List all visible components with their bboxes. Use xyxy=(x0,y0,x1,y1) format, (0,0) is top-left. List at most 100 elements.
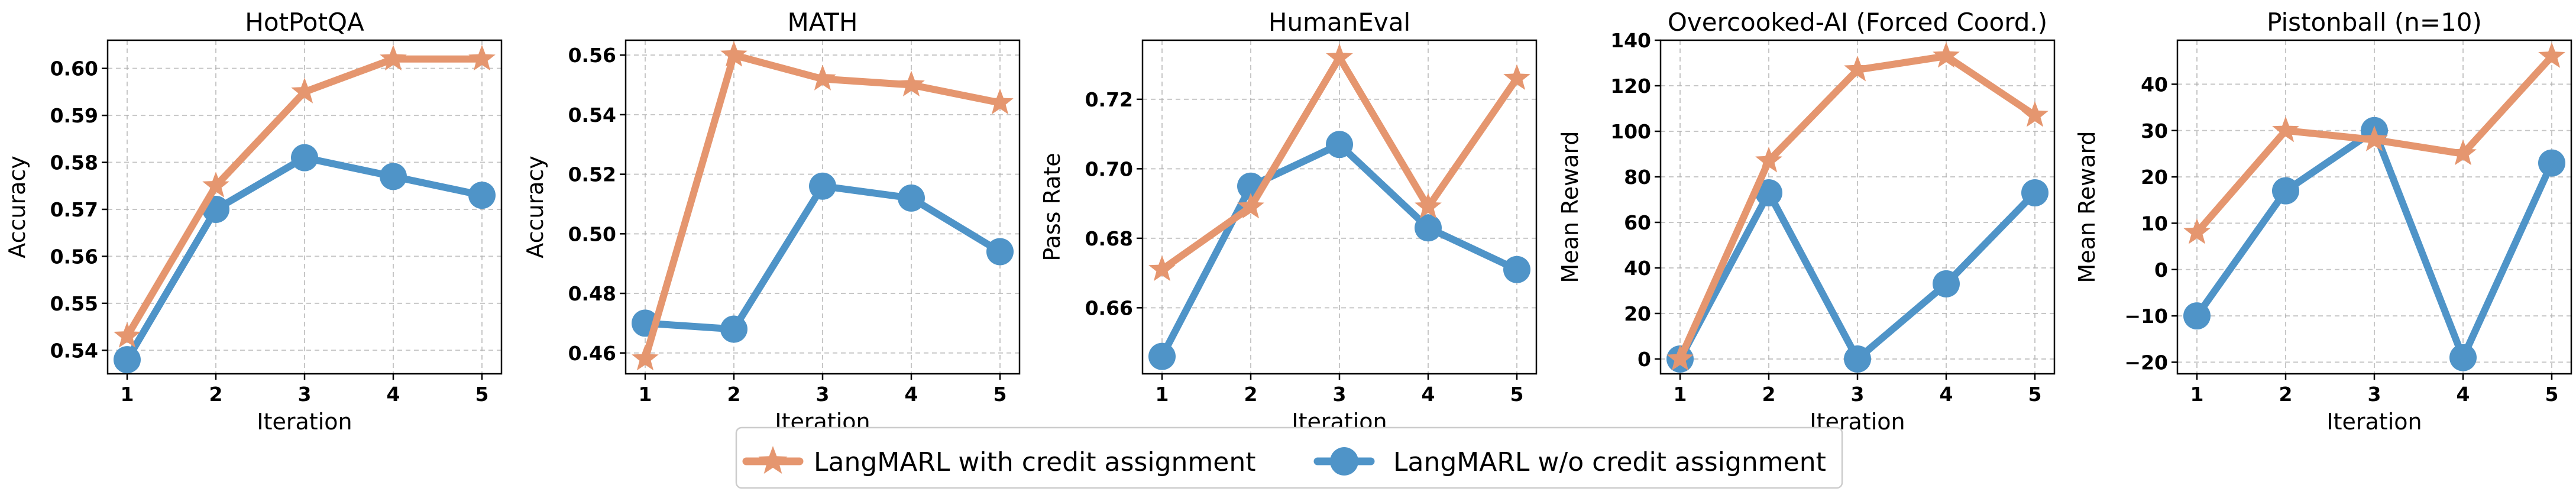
x-tick-label: 4 xyxy=(905,383,918,406)
chart-title: Pistonball (n=10) xyxy=(2267,8,2482,37)
data-point-star xyxy=(809,64,836,90)
data-point-star xyxy=(2538,42,2565,68)
y-axis-label: Accuracy xyxy=(4,156,30,258)
y-tick-label: 0.50 xyxy=(568,222,616,245)
data-point-star xyxy=(468,44,496,71)
data-point-star xyxy=(1844,56,1871,82)
y-tick-label: 30 xyxy=(2141,119,2168,143)
data-point-star xyxy=(2183,218,2211,244)
legend-circle-marker xyxy=(1330,447,1358,476)
y-tick-label: 0.60 xyxy=(50,57,98,80)
data-point-circle xyxy=(898,184,925,212)
data-point-circle xyxy=(809,172,836,200)
data-point-star xyxy=(202,172,229,198)
y-tick-label: 60 xyxy=(1624,211,1651,234)
y-tick-label: 40 xyxy=(1624,257,1651,280)
data-point-circle xyxy=(291,144,318,172)
y-tick-label: 10 xyxy=(2141,212,2168,235)
x-tick-label: 4 xyxy=(1940,383,1953,406)
x-tick-label: 5 xyxy=(2028,383,2042,406)
data-point-circle xyxy=(1933,270,1960,297)
data-point-circle xyxy=(1755,179,1782,206)
x-tick-label: 3 xyxy=(1333,383,1347,406)
data-point-circle xyxy=(2021,179,2048,206)
data-point-circle xyxy=(2538,149,2565,177)
y-tick-label: 0.54 xyxy=(50,339,98,362)
data-point-circle xyxy=(720,315,747,343)
legend-label-with-credit: LangMARL with credit assignment xyxy=(814,447,1255,477)
y-tick-label: 0.55 xyxy=(50,292,98,315)
y-tick-label: 0.70 xyxy=(1085,157,1133,180)
series-line-with-credit xyxy=(1158,54,1520,273)
data-point-star xyxy=(2449,139,2477,166)
y-tick-label: 0.68 xyxy=(1085,227,1133,250)
x-tick-label: 3 xyxy=(2368,383,2381,406)
x-tick-label: 1 xyxy=(639,383,652,406)
x-tick-label: 1 xyxy=(1156,383,1169,406)
y-tick-label: 0.66 xyxy=(1085,296,1133,319)
x-tick-label: 5 xyxy=(1510,383,1524,406)
data-point-star xyxy=(898,70,925,96)
x-tick-label: 2 xyxy=(727,383,741,406)
x-tick-label: 2 xyxy=(1762,383,1776,406)
y-axis-label: Pass Rate xyxy=(1039,153,1065,261)
data-point-circle xyxy=(2449,344,2477,371)
y-tick-label: 20 xyxy=(1624,302,1651,325)
x-tick-label: 5 xyxy=(993,383,1007,406)
y-tick-label: 0.52 xyxy=(568,163,616,186)
y-tick-label: 0.72 xyxy=(1085,88,1133,111)
data-point-star xyxy=(720,41,747,67)
chart-title: MATH xyxy=(788,8,858,37)
data-point-circle xyxy=(380,163,407,190)
chart-panels: 0.54 0.55 0.56 0.57 0.58 0.59 0.60 1 2 3 4 5 HotPotQ… xyxy=(4,8,2572,435)
x-tick-label: 2 xyxy=(2279,383,2293,406)
data-point-star xyxy=(1666,345,1694,371)
y-tick-label: 0.54 xyxy=(568,104,616,127)
y-tick-label: 0 xyxy=(2154,258,2168,282)
data-point-star xyxy=(1755,147,1782,173)
chart-panel: 0.54 0.55 0.56 0.57 0.58 0.59 0.60 1 2 3 4 5 HotPotQ… xyxy=(4,8,503,435)
chart-title: Overcooked-AI (Forced Coord.) xyxy=(1668,8,2047,37)
x-tick-label: 1 xyxy=(121,383,134,406)
y-tick-label: 0.56 xyxy=(50,245,98,268)
legend-star-marker xyxy=(758,446,788,474)
data-point-star xyxy=(291,77,318,104)
y-tick-label: 0.46 xyxy=(568,342,616,365)
x-tick-label: 2 xyxy=(209,383,223,406)
y-tick-label: 120 xyxy=(1610,75,1651,98)
data-point-circle xyxy=(1415,214,1442,242)
x-tick-label: 3 xyxy=(298,383,312,406)
chart-panel: 0.460.480.500.520.540.561 2 3 4 5MATHIterati… xyxy=(522,8,1021,435)
x-tick-label: 5 xyxy=(475,383,489,406)
y-tick-label: 140 xyxy=(1610,29,1651,52)
legend-frame xyxy=(735,426,1843,489)
y-axis-label: Mean Reward xyxy=(2074,131,2100,283)
y-tick-label: 20 xyxy=(2141,166,2168,189)
x-axis-label: Iteration xyxy=(257,409,352,435)
x-tick-label: 1 xyxy=(1674,383,1687,406)
x-tick-label: 4 xyxy=(2457,383,2470,406)
data-point-circle xyxy=(2272,177,2299,205)
data-point-star xyxy=(380,44,407,71)
chart-title: HumanEval xyxy=(1268,8,1410,37)
chart-title: HotPotQA xyxy=(245,8,364,37)
data-point-star xyxy=(114,322,141,348)
y-axis-label: Mean Reward xyxy=(1557,131,1583,283)
x-tick-label: 3 xyxy=(1851,383,1865,406)
data-point-star xyxy=(986,88,1014,115)
data-point-circle xyxy=(468,182,496,209)
y-tick-label: 0.58 xyxy=(50,151,98,174)
legend: LangMARL with credit assignment LangMARL… xyxy=(735,426,1843,489)
y-tick-label: 80 xyxy=(1624,166,1651,189)
data-point-star xyxy=(632,344,659,371)
data-point-star xyxy=(2021,101,2048,127)
y-tick-label: 0.59 xyxy=(50,104,98,127)
data-point-circle xyxy=(2183,302,2211,330)
data-point-star xyxy=(2361,125,2388,151)
y-tick-label: 100 xyxy=(1610,120,1651,143)
y-tick-label: 0.57 xyxy=(50,198,98,221)
x-tick-label: 5 xyxy=(2545,383,2559,406)
y-tick-label: 0.48 xyxy=(568,282,616,305)
x-tick-label: 3 xyxy=(816,383,830,406)
